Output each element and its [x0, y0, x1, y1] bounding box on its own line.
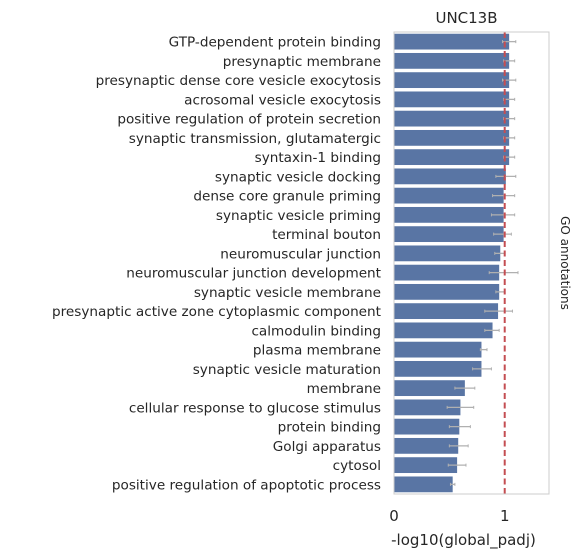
error-bar-9: [490, 213, 516, 217]
bar-4: [394, 110, 510, 127]
error-bar-16: [479, 348, 488, 352]
bar-15: [394, 322, 493, 339]
category-label: synaptic vesicle docking: [215, 169, 381, 185]
bar-13: [394, 283, 500, 300]
category-label: acrosomal vesicle exocytosis: [184, 92, 381, 108]
category-label: synaptic vesicle priming: [216, 208, 381, 224]
category-label: membrane: [307, 381, 381, 397]
y-axis-label-right: GO annotations: [558, 216, 572, 310]
category-label: neuromuscular junction: [220, 246, 381, 262]
bar-11: [394, 245, 501, 262]
bars-layer: [394, 33, 510, 493]
error-bar-8: [492, 194, 516, 198]
bar-7: [394, 168, 506, 185]
error-bar-14: [484, 309, 513, 313]
bar-2: [394, 72, 510, 89]
x-axis-label: -log10(global_padj): [391, 531, 536, 550]
bar-14: [394, 303, 499, 320]
error-bar-23: [449, 482, 456, 486]
bar-22: [394, 457, 458, 474]
bar-12: [394, 264, 500, 281]
bar-20: [394, 418, 460, 435]
category-label: syntaxin-1 binding: [255, 150, 381, 166]
bar-8: [394, 187, 504, 204]
bar-19: [394, 399, 461, 416]
category-label: neuromuscular junction development: [126, 266, 381, 282]
chart-title: UNC13B: [435, 9, 497, 27]
category-label: synaptic vesicle membrane: [194, 285, 381, 301]
category-label: presynaptic active zone cytoplasmic comp…: [52, 304, 381, 320]
x-tick-label: 0: [389, 507, 399, 525]
bar-16: [394, 341, 482, 358]
x-tick-label: 1: [500, 507, 510, 525]
error-bar-18: [454, 386, 476, 390]
bar-5: [394, 129, 510, 146]
category-labels: GTP-dependent protein binding presynaptic…: [52, 35, 381, 494]
bar-0: [394, 33, 510, 50]
bar-17: [394, 360, 482, 377]
bar-3: [394, 91, 510, 108]
plot-frame: [393, 31, 550, 495]
category-label: GTP-dependent protein binding: [169, 35, 381, 51]
category-label: dense core granule priming: [193, 189, 381, 205]
bar-9: [394, 206, 504, 223]
bar-6: [394, 149, 510, 166]
category-label: positive regulation of apoptotic process: [112, 477, 381, 493]
error-bar-10: [493, 232, 512, 236]
bar-23: [394, 476, 453, 493]
error-bar-22: [447, 463, 467, 467]
category-label: plasma membrane: [253, 343, 381, 359]
category-label: cytosol: [333, 458, 381, 474]
error-bar-12: [488, 271, 519, 275]
error-bar-19: [446, 405, 475, 409]
bar-1: [394, 52, 510, 69]
category-label: calmodulin binding: [251, 323, 381, 339]
category-label: Golgi apparatus: [273, 439, 381, 455]
category-label: synaptic vesicle maturation: [193, 362, 381, 378]
category-label: presynaptic membrane: [223, 54, 381, 70]
category-label: protein binding: [278, 420, 381, 436]
category-label: synaptic transmission, glutamatergic: [129, 131, 381, 147]
error-bar-17: [472, 367, 492, 371]
category-label: positive regulation of protein secretion: [117, 112, 381, 128]
category-label: cellular response to glucose stimulus: [129, 400, 381, 416]
category-label: presynaptic dense core vesicle exocytosi…: [96, 73, 381, 89]
error-bar-21: [448, 444, 469, 448]
bar-10: [394, 226, 504, 243]
bar-21: [394, 437, 459, 454]
error-bar-7: [495, 174, 517, 178]
category-label: terminal bouton: [272, 227, 381, 243]
error-bar-15: [484, 328, 500, 332]
bar-18: [394, 380, 465, 397]
error-bar-20: [448, 425, 471, 429]
